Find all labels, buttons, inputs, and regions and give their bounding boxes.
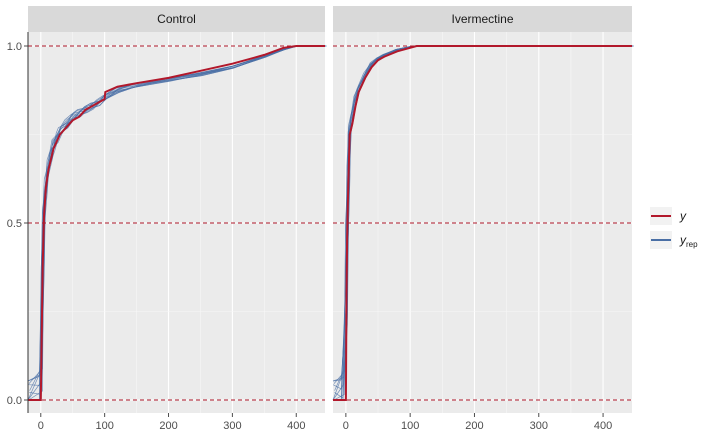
- x-tick-label: 0: [343, 420, 349, 432]
- x-tick-label: 400: [287, 420, 305, 432]
- legend-subscript: rep: [686, 240, 698, 249]
- legend-label-y: y: [679, 209, 687, 223]
- facet-title: Control: [157, 12, 196, 26]
- x-tick-label: 0: [38, 420, 44, 432]
- facet-panel: Ivermectine 0 100 200 300 400: [332, 6, 634, 432]
- y-series-line: [333, 45, 632, 401]
- facet-title: Ivermectine: [451, 12, 513, 26]
- facet-strip: [28, 6, 325, 32]
- x-tick-label: 200: [159, 420, 177, 432]
- legend-label-yrep: yrep: [679, 233, 698, 249]
- facet-panel: Control 0 100 200 300 400: [27, 6, 327, 432]
- x-tick-label: 100: [95, 420, 113, 432]
- x-tick-label: 300: [223, 420, 241, 432]
- facet-strip: [333, 6, 632, 32]
- x-tick-label: 400: [594, 420, 612, 432]
- x-tick-label: 300: [530, 420, 548, 432]
- y-tick-label: 0.5: [7, 218, 22, 230]
- x-tick-label: 100: [401, 420, 419, 432]
- y-tick-label: 1.0: [7, 41, 22, 53]
- y-series-line: [28, 45, 325, 401]
- legend: y yrep: [650, 207, 698, 249]
- x-tick-label: 200: [465, 420, 483, 432]
- y-tick-label: 0.0: [7, 395, 22, 407]
